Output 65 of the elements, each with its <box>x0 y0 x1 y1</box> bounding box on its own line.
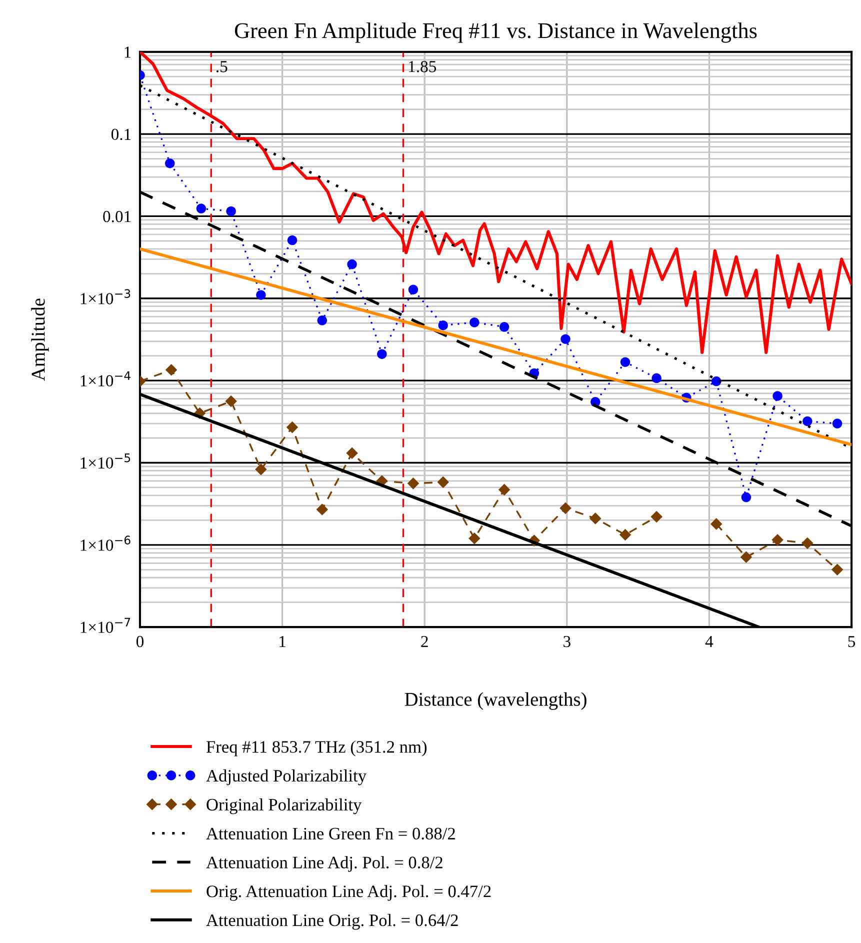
y-axis-title: Amplitude <box>31 298 49 381</box>
y-tick-label: 1×10$^{−6}$ <box>80 536 130 551</box>
point <box>652 373 662 384</box>
legend-label: Adjusted Polarizability <box>206 769 366 786</box>
ref-line-label: .5 <box>216 61 228 72</box>
point <box>407 478 420 490</box>
point <box>255 464 267 476</box>
point <box>741 492 752 502</box>
point <box>408 284 418 294</box>
point <box>196 204 206 214</box>
x-tick-label: 0 <box>136 636 144 648</box>
point <box>470 318 480 328</box>
x-tick-label: 5 <box>848 636 856 648</box>
point <box>317 316 328 326</box>
point <box>437 476 450 488</box>
point <box>316 504 328 516</box>
point <box>287 235 298 246</box>
y-tick-label: 0.01 <box>103 210 131 222</box>
y-tick-label: 1×10$^{−5}$ <box>80 454 130 469</box>
y-tick-label: 0.1 <box>111 128 131 140</box>
x-tick-label: 2 <box>421 636 428 647</box>
point <box>589 512 602 524</box>
point <box>498 484 510 496</box>
point <box>619 528 632 541</box>
point <box>438 320 448 330</box>
point <box>802 537 814 550</box>
x-tick-label: 1 <box>280 636 286 647</box>
legend-label: Attenuation Line Orig. Pol. = 0.64/2 <box>206 914 458 930</box>
x-tick-label: 3 <box>564 636 570 648</box>
chart-title: Green Fn Amplitude Freq #11 vs. Distance in Wavelengths <box>234 22 757 43</box>
legend-label: Attenuation Line Green Fn = 0.88/2 <box>206 828 455 840</box>
point <box>560 334 570 344</box>
point <box>710 518 722 530</box>
point <box>831 564 844 576</box>
point <box>832 418 842 428</box>
legend-label: Attenuation Line Adj. Pol. = 0.8/2 <box>206 856 442 872</box>
y-tick-label: 1×10$^{−7}$ <box>80 618 130 633</box>
point <box>468 532 480 544</box>
point <box>499 322 510 332</box>
point <box>740 551 752 564</box>
ref-line-label: 1.85 <box>409 60 436 72</box>
x-axis-title: Distance (wavelengths) <box>404 692 586 710</box>
point <box>256 290 266 300</box>
point <box>346 447 358 459</box>
point <box>560 502 572 514</box>
point <box>772 534 784 546</box>
point <box>711 376 722 386</box>
y-tick-label: 1×10$^{−4}$ <box>80 371 130 386</box>
point <box>650 510 662 523</box>
point <box>165 364 178 376</box>
y-tick-label: 1 <box>124 46 131 58</box>
legend-label: Orig. Attenuation Line Adj. Pol. = 0.47/2 <box>206 885 491 901</box>
legend-label: Original Polarizability <box>206 798 362 814</box>
point <box>165 158 175 168</box>
point <box>772 391 782 401</box>
point <box>225 395 237 408</box>
x-tick-label: 4 <box>705 636 714 647</box>
point <box>226 206 236 216</box>
point <box>620 357 630 367</box>
point <box>347 259 357 270</box>
y-tick-label: 1×10$^{−3}$ <box>80 289 130 304</box>
point <box>802 416 812 426</box>
point <box>377 349 387 359</box>
point <box>286 421 298 434</box>
legend-label: Freq #11 853.7 THz (351.2 nm) <box>206 740 427 756</box>
